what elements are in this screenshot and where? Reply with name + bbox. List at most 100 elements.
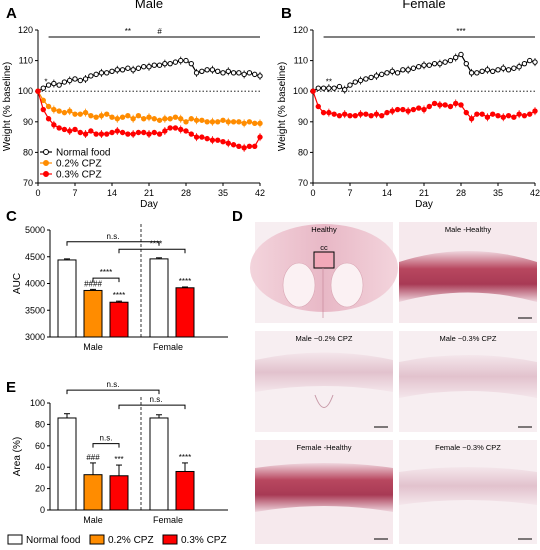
legend-marker [43, 149, 49, 155]
micrograph-male-03cpz: Male −0.3% CPZ [399, 331, 537, 432]
data-point [410, 106, 417, 113]
data-point [252, 143, 258, 149]
cc-inset-box [313, 251, 335, 269]
data-point [119, 114, 126, 120]
y-tick-label: 100 [18, 86, 33, 96]
data-point [389, 68, 395, 75]
y-tick-label: 70 [298, 178, 308, 188]
data-point [236, 70, 242, 76]
chart-b-female-weight: Female 70 80 90 100 110 120 0 7 14 21 28 35 42 Day Weig… [277, 0, 540, 210]
data-point [479, 111, 485, 117]
data-point [458, 102, 464, 108]
bar [149, 258, 169, 338]
data-point [72, 126, 78, 133]
data-point [61, 79, 68, 85]
data-point [468, 70, 475, 76]
data-point [527, 111, 533, 117]
data-point [156, 117, 163, 123]
data-point [336, 83, 343, 90]
data-point [188, 116, 194, 122]
data-point [93, 114, 99, 120]
data-point [167, 60, 173, 67]
data-point [193, 134, 200, 140]
data-point [236, 143, 242, 149]
y-tick-label: 3500 [25, 305, 45, 315]
data-point [257, 120, 263, 127]
legend-label: Normal food [56, 148, 110, 159]
data-point [82, 76, 89, 82]
data-point [45, 116, 52, 122]
data-point [220, 117, 226, 123]
data-point [167, 116, 173, 122]
data-point [511, 65, 517, 71]
y-tick-label: 5000 [25, 225, 45, 235]
bar [175, 470, 195, 511]
data-point [178, 126, 184, 133]
bar-significance-label: ### [86, 453, 100, 462]
bracket-label: **** [150, 239, 162, 248]
data-point [162, 60, 168, 67]
data-point [310, 88, 316, 94]
data-point [220, 70, 226, 76]
data-point [389, 108, 395, 114]
data-point [490, 111, 496, 117]
bar-significance-label: *** [114, 455, 123, 464]
data-point [56, 82, 62, 88]
data-point [437, 60, 443, 67]
data-point [373, 111, 380, 117]
y-tick-label: 40 [35, 462, 45, 472]
x-tick-label: 21 [144, 188, 154, 198]
group-label: Female [153, 342, 183, 352]
data-point [104, 131, 110, 137]
data-point [352, 112, 358, 119]
data-point [199, 117, 205, 123]
x-tick-label: 42 [255, 188, 265, 198]
data-point [114, 67, 120, 73]
data-point [151, 116, 157, 122]
x-tick-label: 0 [35, 188, 40, 198]
x-tick-label: 35 [218, 188, 228, 198]
y-tick-label: 100 [293, 86, 308, 96]
data-point [400, 106, 406, 113]
x-tick-label: 28 [456, 188, 466, 198]
data-point [257, 134, 263, 140]
data-point [431, 100, 438, 107]
data-point [193, 70, 200, 76]
bracket-label: n.s. [107, 232, 120, 241]
y-tick-label: 60 [35, 441, 45, 451]
micrograph-label: Male -Healthy [445, 225, 492, 234]
bar [149, 417, 169, 511]
data-point [474, 70, 480, 76]
data-point [45, 82, 52, 88]
data-point [40, 85, 46, 91]
data-point [447, 57, 454, 64]
group-label: Male [83, 515, 103, 525]
data-point [77, 129, 83, 136]
data-point [98, 131, 105, 137]
data-point [56, 108, 62, 114]
data-point [453, 100, 459, 107]
chart-title: Male [135, 0, 163, 11]
data-point [162, 128, 168, 134]
bracket-label: **** [100, 268, 112, 277]
data-point [368, 112, 374, 119]
significance-marker: ** [326, 78, 332, 87]
data-point [405, 67, 411, 73]
data-point [363, 76, 369, 82]
data-point [453, 54, 459, 61]
bar-significance-label: #### [84, 279, 102, 288]
data-point [363, 111, 369, 117]
data-point [527, 57, 533, 64]
data-point [230, 142, 237, 148]
legend-label: 0.2% CPZ [56, 159, 102, 170]
data-point [500, 65, 506, 71]
chart-title: Female [402, 0, 445, 11]
data-point [77, 111, 83, 117]
x-tick-label: 21 [419, 188, 429, 198]
data-point [141, 64, 147, 70]
data-point [135, 112, 142, 119]
micrograph-label: Female −0.3% CPZ [435, 443, 501, 452]
y-tick-label: 80 [35, 419, 45, 429]
x-tick-label: 28 [181, 188, 191, 198]
data-point [172, 114, 179, 120]
